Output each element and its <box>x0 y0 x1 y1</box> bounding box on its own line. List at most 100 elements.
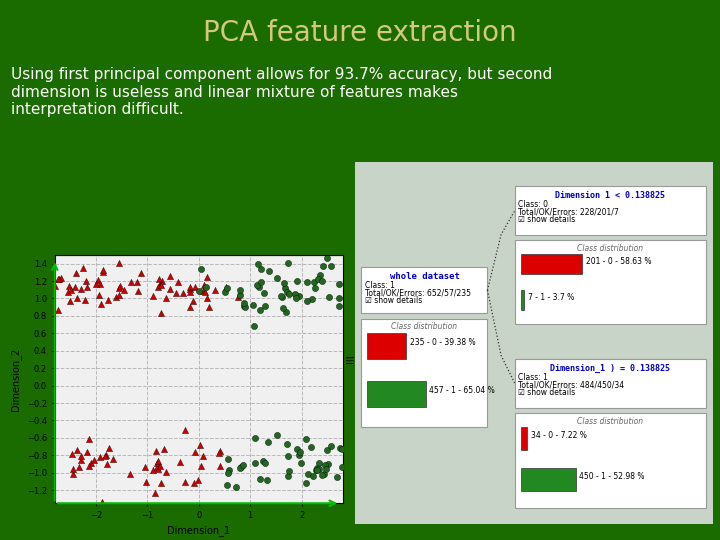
Point <box>67 469 78 478</box>
Point <box>313 458 325 467</box>
Point <box>230 483 242 491</box>
Point <box>84 434 95 443</box>
Point <box>62 288 73 296</box>
Point <box>110 293 122 302</box>
Point <box>294 291 305 300</box>
Point <box>55 273 66 282</box>
Y-axis label: Dimension_2: Dimension_2 <box>10 347 22 411</box>
Text: ☑ show details: ☑ show details <box>365 296 423 306</box>
Point <box>254 305 266 314</box>
Point <box>79 295 91 304</box>
Point <box>152 464 163 473</box>
Point <box>294 448 305 456</box>
Point <box>313 464 325 473</box>
Point <box>232 293 243 302</box>
Point <box>325 262 337 271</box>
Point <box>94 280 106 288</box>
Point <box>96 300 107 308</box>
Point <box>94 453 106 462</box>
Point <box>281 440 292 449</box>
Point <box>71 446 83 455</box>
Point <box>156 309 167 318</box>
Point <box>220 288 231 296</box>
Point <box>282 472 294 481</box>
Text: Class distribution: Class distribution <box>392 322 457 332</box>
Point <box>155 281 166 290</box>
Point <box>210 286 221 295</box>
Point <box>184 302 196 311</box>
Point <box>281 288 292 296</box>
Point <box>187 296 199 305</box>
Point <box>86 459 97 468</box>
Point <box>333 280 345 288</box>
Point <box>291 445 302 454</box>
Text: 457 - 1 - 65.04 %: 457 - 1 - 65.04 % <box>429 386 495 395</box>
Point <box>302 278 313 286</box>
Point <box>318 262 329 271</box>
Point <box>174 457 186 466</box>
Point <box>197 286 208 295</box>
Point <box>49 282 60 291</box>
Point <box>125 278 136 286</box>
Point <box>164 285 176 293</box>
Point <box>301 296 312 305</box>
Point <box>305 443 317 451</box>
Point <box>220 283 232 292</box>
Point <box>114 259 125 267</box>
Point <box>100 451 112 460</box>
Text: 201 - 0 - 58.63 %: 201 - 0 - 58.63 % <box>586 256 651 266</box>
Text: Class: 1: Class: 1 <box>518 373 548 382</box>
Point <box>247 301 258 309</box>
Point <box>75 452 86 461</box>
Text: Class distribution: Class distribution <box>577 417 643 426</box>
Point <box>312 464 323 472</box>
Point <box>92 276 104 285</box>
Point <box>140 462 151 471</box>
Point <box>198 281 210 289</box>
Point <box>258 288 269 297</box>
Point <box>107 455 119 463</box>
Point <box>94 291 105 299</box>
Point <box>333 301 345 310</box>
Point <box>97 267 109 276</box>
Text: Using first principal component allows for 93.7% accuracy, but second
dimension : Using first principal component allows f… <box>11 68 552 117</box>
Point <box>155 478 166 487</box>
Point <box>195 264 207 273</box>
Point <box>189 283 201 292</box>
Point <box>294 451 305 460</box>
Point <box>125 469 136 478</box>
Point <box>310 465 321 474</box>
Point <box>259 302 271 310</box>
Point <box>325 441 337 450</box>
Point <box>192 475 204 484</box>
Point <box>156 276 167 285</box>
Point <box>81 276 92 285</box>
Point <box>64 297 76 306</box>
Point <box>71 293 83 302</box>
Point <box>118 285 130 294</box>
Point <box>83 461 94 470</box>
Point <box>271 431 283 440</box>
Point <box>173 278 184 286</box>
Point <box>135 269 147 278</box>
Point <box>301 434 312 443</box>
Point <box>235 464 246 472</box>
Point <box>238 461 249 469</box>
Text: Total/OK/Errors: 484/450/34: Total/OK/Errors: 484/450/34 <box>518 381 624 390</box>
Point <box>103 443 114 452</box>
Point <box>302 470 313 478</box>
Point <box>160 294 171 302</box>
Point <box>65 286 76 295</box>
Point <box>322 253 333 262</box>
Point <box>204 302 215 311</box>
Point <box>333 294 345 303</box>
Point <box>238 301 250 310</box>
Point <box>184 285 196 294</box>
Point <box>150 489 161 497</box>
Point <box>276 293 288 301</box>
Point <box>75 285 86 293</box>
Point <box>253 283 265 292</box>
Point <box>276 292 287 301</box>
Point <box>307 295 318 303</box>
Point <box>131 277 143 286</box>
